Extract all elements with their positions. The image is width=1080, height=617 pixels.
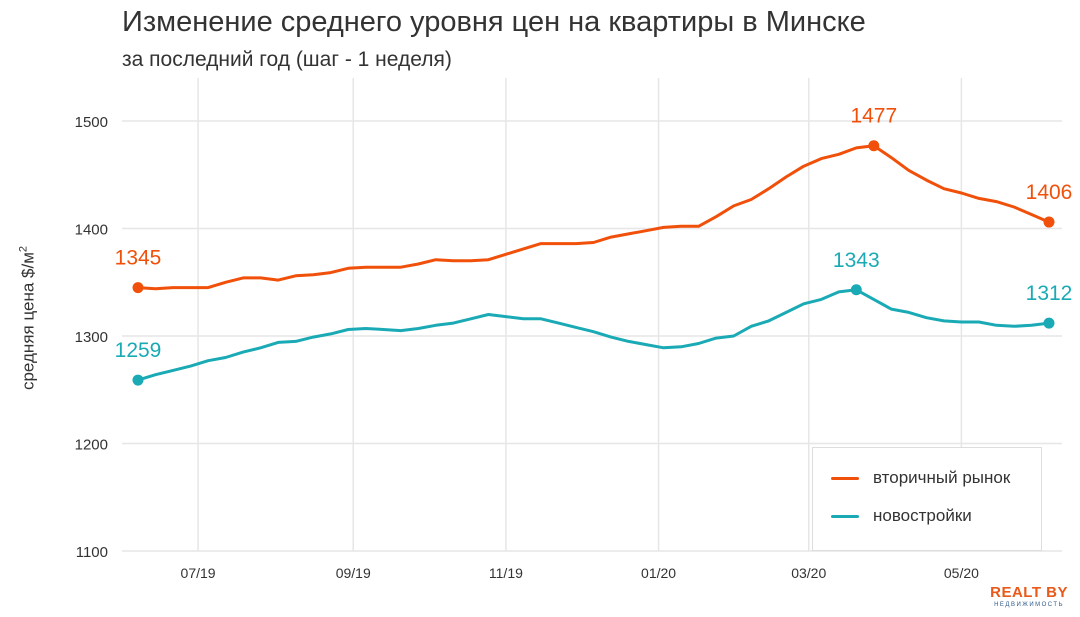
x-tick-label: 11/19 [489, 565, 523, 581]
annotations: 1345 1477 1406 1259 1343 1312 [115, 105, 1073, 386]
y-tick-labels: 1100 1200 1300 1400 1500 [75, 114, 108, 561]
data-point-marker [132, 282, 144, 294]
series-line-0 [136, 144, 1051, 291]
x-tick-labels: 07/19 09/19 11/19 01/20 03/20 05/20 [181, 565, 980, 581]
grid-lines [122, 78, 1062, 552]
data-point-marker [132, 374, 144, 386]
series-lines [136, 144, 1051, 382]
logo-main-text: REALT BY [990, 584, 1068, 601]
chart-subtitle: за последний год (шаг - 1 неделя) [122, 48, 452, 71]
data-label: 1477 [850, 105, 897, 128]
data-point-marker [868, 140, 880, 152]
legend: вторичный рынок новостройки [812, 447, 1042, 551]
data-label: 1343 [833, 249, 880, 272]
legend-swatch-new-buildings [831, 514, 859, 518]
y-tick-label: 1500 [75, 114, 108, 131]
x-tick-label: 03/20 [791, 565, 826, 581]
y-tick-label: 1400 [75, 222, 108, 239]
x-tick-label: 05/20 [944, 565, 979, 581]
data-point-marker [1043, 216, 1055, 228]
y-tick-label: 1100 [76, 544, 108, 561]
series-line-1 [136, 288, 1051, 382]
data-label: 1259 [115, 339, 162, 362]
y-tick-label: 1200 [75, 437, 108, 454]
data-point-marker [850, 284, 862, 296]
data-label: 1406 [1026, 181, 1073, 204]
data-label: 1345 [115, 247, 162, 270]
logo-sub-text: НЕДВИЖИМОСТЬ [994, 602, 1065, 608]
x-tick-label: 09/19 [336, 565, 371, 581]
x-tick-label: 01/20 [641, 565, 676, 581]
data-label: 1312 [1026, 282, 1073, 305]
legend-item-new-buildings: новостройки [831, 504, 972, 528]
chart-title: Изменение среднего уровня цен на квартир… [122, 6, 866, 38]
y-tick-label: 1300 [75, 329, 108, 346]
data-point-marker [1043, 317, 1055, 329]
realt-logo: REALT BY НЕДВИЖИМОСТЬ [990, 585, 1068, 609]
legend-item-secondary: вторичный рынок [831, 466, 1010, 490]
legend-label-new-buildings: новостройки [873, 506, 972, 525]
legend-swatch-secondary [831, 476, 859, 480]
legend-label-secondary: вторичный рынок [873, 468, 1011, 487]
x-tick-label: 07/19 [181, 565, 216, 581]
